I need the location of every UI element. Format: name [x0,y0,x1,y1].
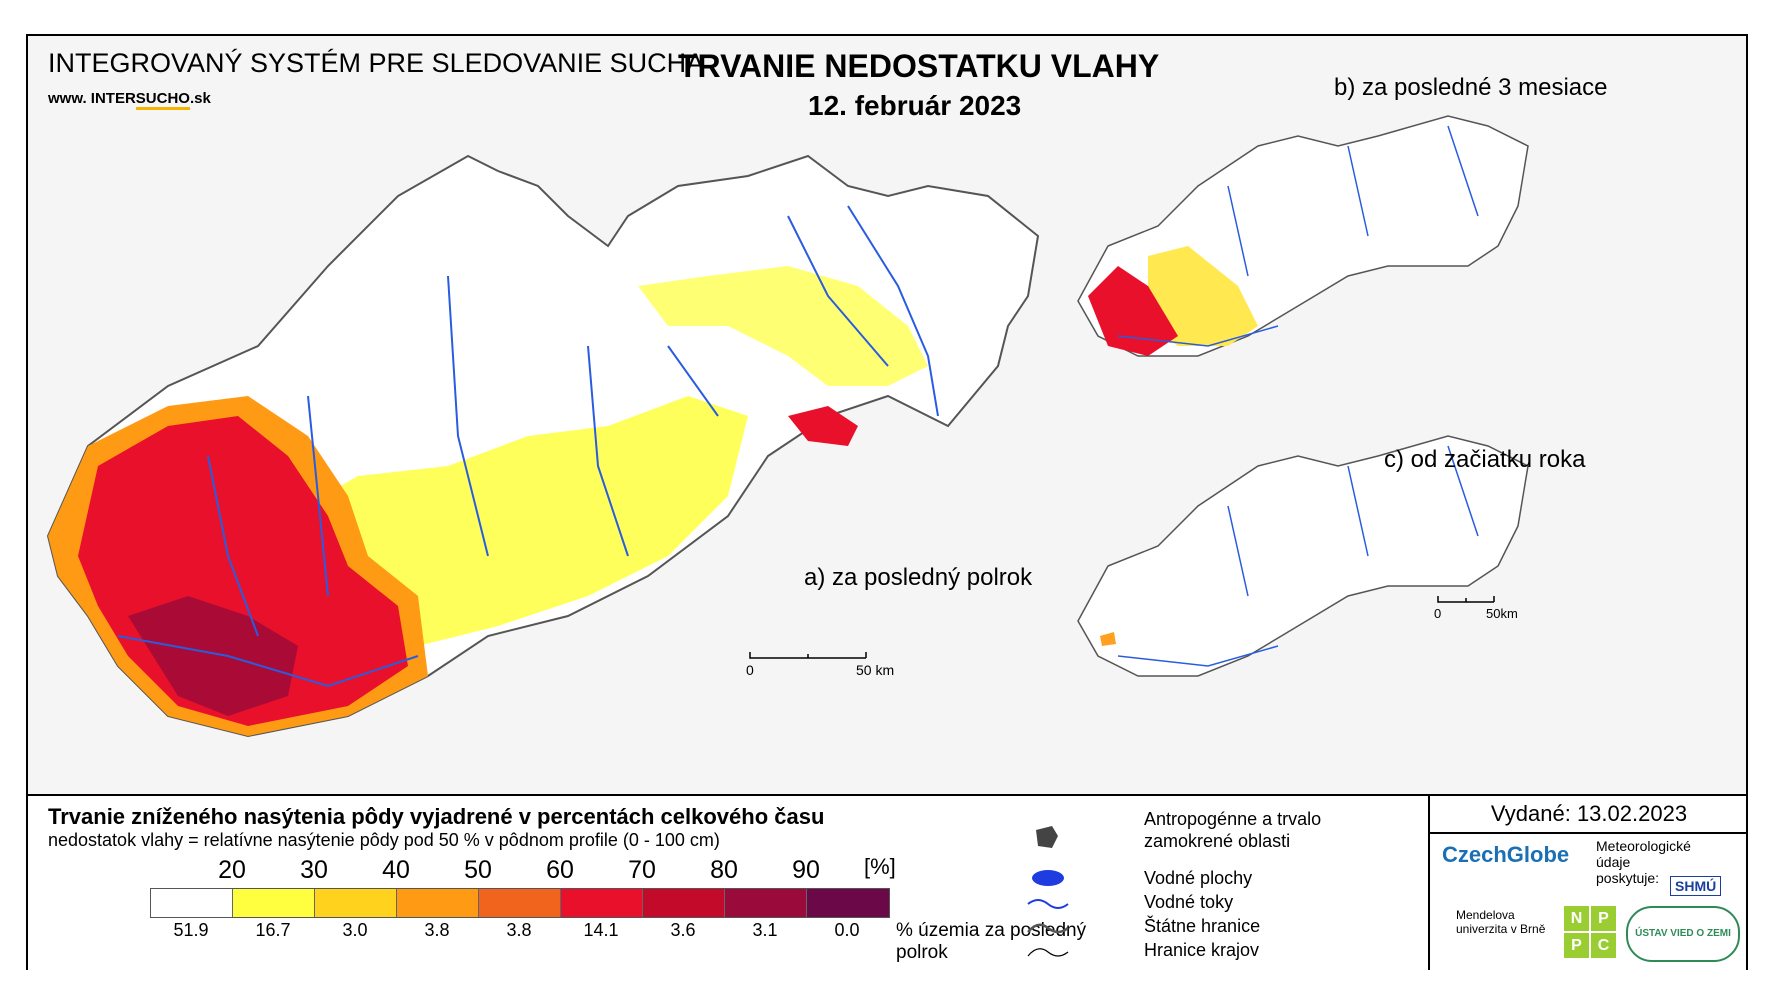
nppc-letter: N [1564,906,1589,931]
color-swatch [151,889,233,917]
anthropogenic-icon [1036,826,1058,848]
small-map-b-rivers [1117,125,1479,347]
legend-water-bodies: Vodné plochy [1144,868,1253,888]
tick-label: 60 [546,856,574,884]
river-lines [117,205,939,688]
meteo-credit: Meteorologické údaje poskytuje: [1596,838,1691,886]
credits-box: Vydané: 13.02.2023 CzechGlobe Meteorolog… [1428,796,1748,970]
map-legend-symbols [1027,826,1069,957]
scale-a-zero: 0 [746,662,754,678]
czechglobe-logo[interactable]: CzechGlobe [1442,842,1570,867]
small-map-b-red [1088,266,1178,356]
main-date: 12. február 2023 [808,90,1022,121]
nppc-logo[interactable]: N P P C [1564,906,1616,958]
tick-label: 70 [628,856,656,884]
small-map-c-rivers [1117,445,1479,667]
tick-label: 40 [382,856,410,884]
tick-label: 90 [792,856,820,884]
color-swatch [233,889,315,917]
legend-unit: [%] [864,854,896,879]
water-body-icon [1032,870,1064,886]
website-highlight: SUCHO [135,90,190,110]
legend-region-border: Hranice krajov [1144,940,1260,960]
map-area: INTEGROVANÝ SYSTÉM PRE SLEDOVANIE SUCHA … [28,36,1746,794]
legend-state-border: Štátne hranice [1144,916,1261,936]
percentage-label: 14.1 [583,920,619,940]
tick-label: 20 [218,856,246,884]
map-graphics [46,115,1529,738]
website-prefix: www. INTER [48,90,136,107]
region-border-icon [1027,948,1069,957]
small-map-b-yellow [1148,246,1258,346]
legend-title: Trvanie zníženého nasýtenia pôdy vyjadre… [48,804,825,829]
color-swatch [479,889,561,917]
zone-yellow-east [638,266,928,386]
zone-yellow [288,396,748,646]
percentage-label: 0.0 [834,920,860,940]
scale-c-zero: 0 [1434,606,1442,621]
percentage-label: 16.7 [255,920,291,940]
scale-bar-a [749,652,867,659]
uvz-logo[interactable]: ÚSTAV VIED O ZEMI [1626,906,1740,962]
main-title: TRVANIE NEDOSTATKU VLAHY [678,48,1160,84]
zone-darkred [128,596,298,716]
small-map-c [1077,435,1529,677]
issued-date: Vydané: 13.02.2023 [1430,796,1748,834]
nppc-letter: C [1591,933,1616,958]
zone-red-east [788,406,858,446]
state-border-icon [1027,923,1069,934]
percentage-label: 3.8 [506,920,532,940]
nppc-letter: P [1591,906,1616,931]
legend-anthropogenic: Antropogénne a trvalo zamokrené oblasti [1144,809,1322,851]
map-a-label: a) za posledný polrok [804,564,1033,591]
percentage-label: 51.9 [173,920,209,940]
percentage-label: 3.8 [424,920,450,940]
scale-a-end: 50 km [856,662,895,678]
website-suffix: .sk [189,90,211,107]
percentage-label: 3.1 [752,920,778,940]
color-swatch [725,889,807,917]
website-link[interactable]: www. INTERSUCHO.sk [48,90,211,110]
scale-bar-c [1437,596,1495,603]
water-course-icon [1027,899,1069,909]
mendel-logo[interactable]: Mendelova univerzita v Brně [1456,908,1546,936]
legend-water-courses: Vodné toky [1144,892,1234,912]
map-b-label: b) za posledné 3 mesiace [1334,74,1608,101]
color-swatch [807,889,889,917]
color-swatch [643,889,725,917]
system-title: INTEGROVANÝ SYSTÉM PRE SLEDOVANIE SUCHA [48,48,705,78]
percentage-label: 3.0 [342,920,368,940]
tick-label: 50 [464,856,492,884]
color-swatch [561,889,643,917]
percentage-label: 3.6 [670,920,696,940]
map-c-label: c) od začiatku roka [1384,446,1586,473]
tick-label: 80 [710,856,738,884]
color-bar [150,888,890,918]
nppc-letter: P [1564,933,1589,958]
color-swatch [397,889,479,917]
legend-subtitle: nedostatok vlahy = relatívne nasýtenie p… [48,830,720,850]
color-swatch [315,889,397,917]
map-frame: INTEGROVANÝ SYSTÉM PRE SLEDOVANIE SUCHA … [26,34,1748,970]
legend-panel: Trvanie zníženého nasýtenia pôdy vyjadre… [28,794,1748,970]
shmu-logo[interactable]: SHMÚ [1670,876,1722,896]
small-map-c-spot [1100,632,1116,646]
tick-label: 30 [300,856,328,884]
scale-c-end: 50km [1486,606,1518,621]
